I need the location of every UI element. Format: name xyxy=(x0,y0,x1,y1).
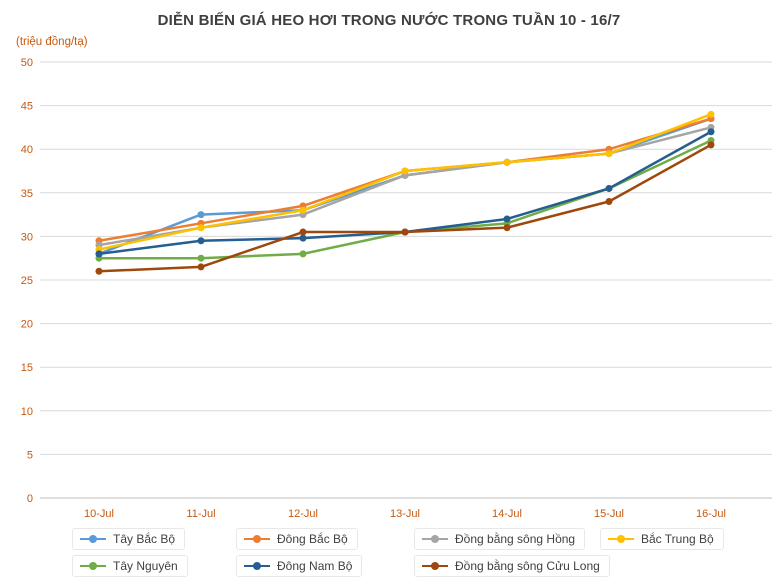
data-point-marker xyxy=(95,267,103,275)
legend-line-marker-icon xyxy=(80,562,106,570)
data-point-marker xyxy=(401,167,409,175)
data-point-marker xyxy=(707,141,715,149)
y-tick-label: 50 xyxy=(21,57,33,69)
legend-label: Đồng bằng sông Hồng xyxy=(455,532,576,546)
x-tick-label: 15-Jul xyxy=(594,508,624,520)
legend-item: Tây Bắc Bộ xyxy=(72,528,186,550)
data-point-marker xyxy=(401,228,409,236)
y-tick-label: 0 xyxy=(27,493,33,505)
legend-line-marker-icon xyxy=(244,535,270,543)
legend-item: Tây Nguyên xyxy=(72,555,188,577)
data-point-marker xyxy=(299,234,307,242)
data-point-marker xyxy=(197,263,205,271)
y-tick-label: 30 xyxy=(21,231,33,243)
legend-item: Đông Bắc Bộ xyxy=(236,528,358,550)
legend-label: Tây Bắc Bộ xyxy=(113,532,176,546)
data-point-marker xyxy=(605,184,613,192)
data-point-marker xyxy=(503,224,511,232)
data-point-marker xyxy=(95,250,103,258)
data-point-marker xyxy=(605,150,613,158)
y-tick-label: 40 xyxy=(21,144,33,156)
legend-item: Đồng bằng sông Hồng xyxy=(414,528,586,550)
legend-item: Đồng bằng sông Cửu Long xyxy=(414,555,610,577)
legend-line-marker-icon xyxy=(422,535,448,543)
data-point-marker xyxy=(707,128,715,136)
data-point-marker xyxy=(197,237,205,245)
legend-item: Bắc Trung Bộ xyxy=(600,528,724,550)
y-tick-label: 35 xyxy=(21,188,33,200)
legend-label: Đồng bằng sông Cửu Long xyxy=(455,559,600,573)
data-point-marker xyxy=(299,250,307,258)
legend-line-marker-icon xyxy=(80,535,106,543)
chart-legend: Tây Bắc Bộ Đông Bắc Bộ Đồng bằng sông Hồng… xyxy=(72,528,750,577)
y-tick-label: 25 xyxy=(21,275,33,287)
series-line xyxy=(97,117,713,243)
legend-line-marker-icon xyxy=(422,562,448,570)
x-tick-label: 11-Jul xyxy=(186,508,215,520)
series-line xyxy=(97,143,713,273)
data-point-marker xyxy=(197,224,205,232)
y-axis-unit-label: (triệu đồng/tạ) xyxy=(16,36,88,48)
data-point-marker xyxy=(503,215,511,223)
data-point-marker xyxy=(299,228,307,236)
x-tick-label: 12-Jul xyxy=(288,508,318,520)
data-point-marker xyxy=(197,211,205,219)
data-point-marker xyxy=(605,198,613,206)
legend-item: Đông Nam Bộ xyxy=(236,555,363,577)
data-point-marker xyxy=(299,206,307,214)
y-tick-label: 5 xyxy=(27,449,33,461)
y-tick-label: 15 xyxy=(21,362,33,374)
series-line xyxy=(97,139,713,260)
y-tick-label: 10 xyxy=(21,406,33,418)
data-point-marker xyxy=(503,158,511,166)
x-tick-label: 16-Jul xyxy=(696,508,726,520)
legend-label: Đông Nam Bộ xyxy=(277,559,353,573)
y-tick-label: 20 xyxy=(21,319,33,331)
plot-area: 0 5 10 15 20 25 30 35 40 45 50 10-Jul 11-Jul 12-Jul 13… xyxy=(21,57,772,520)
legend-label: Tây Nguyên xyxy=(113,559,178,573)
x-tick-label: 13-Jul xyxy=(390,508,420,520)
y-tick-label: 45 xyxy=(21,101,33,113)
legend-label: Bắc Trung Bộ xyxy=(641,532,714,546)
legend-line-marker-icon xyxy=(608,535,634,543)
x-tick-label: 14-Jul xyxy=(492,508,522,520)
data-point-marker xyxy=(197,254,205,262)
data-point-marker xyxy=(707,110,715,118)
legend-label: Đông Bắc Bộ xyxy=(277,532,348,546)
chart-title: DIỄN BIẾN GIÁ HEO HƠI TRONG NƯỚC TRONG T… xyxy=(157,12,621,29)
x-tick-label: 10-Jul xyxy=(84,508,114,520)
legend-line-marker-icon xyxy=(244,562,270,570)
